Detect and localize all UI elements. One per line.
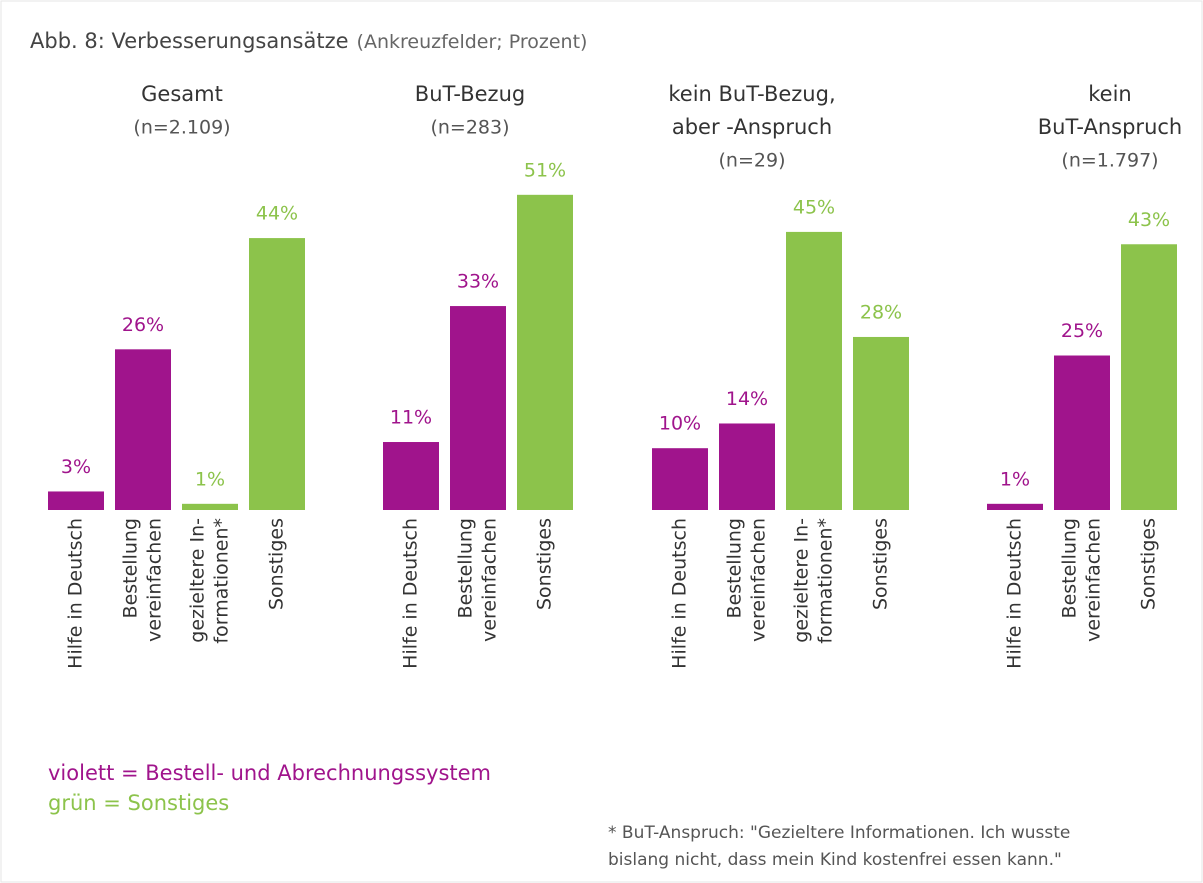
value-label: 11% xyxy=(390,407,432,429)
category-label: Bestellung xyxy=(120,518,142,618)
panel-title: Gesamt xyxy=(141,82,223,106)
value-label: 26% xyxy=(122,314,164,336)
panel-subtitle: (n=1.797) xyxy=(1061,150,1158,172)
bar xyxy=(719,423,775,510)
value-label: 10% xyxy=(659,413,701,435)
panel-subtitle: (n=29) xyxy=(719,150,786,172)
category-label: vereinfachen xyxy=(479,518,501,642)
value-label: 1% xyxy=(195,468,225,490)
value-label: 44% xyxy=(256,203,298,225)
category-label: vereinfachen xyxy=(748,518,770,642)
category-label: gezieltere In- xyxy=(791,518,813,643)
panel-title: kein BuT-Bezug, xyxy=(668,82,835,106)
value-label: 43% xyxy=(1128,209,1170,231)
category-label: Bestellung xyxy=(455,518,477,618)
category-label: Bestellung xyxy=(1059,518,1081,618)
category-label: formationen* xyxy=(211,518,233,644)
value-label: 33% xyxy=(457,271,499,293)
category-label: vereinfachen xyxy=(144,518,166,642)
category-label: Sonstiges xyxy=(534,518,556,610)
panel-subtitle: (n=283) xyxy=(430,117,509,139)
panel-title: kein xyxy=(1088,82,1131,106)
category-label: formationen* xyxy=(815,518,837,644)
value-label: 14% xyxy=(726,388,768,410)
bar xyxy=(249,238,305,510)
category-label: Sonstiges xyxy=(870,518,892,610)
legend-entry: grün = Sonstiges xyxy=(48,791,229,815)
footnote: * BuT-Anspruch: "Gezieltere Informatione… xyxy=(608,823,1070,843)
figure-title: Abb. 8: Verbesserungsansätze (Ankreuzfeld… xyxy=(30,29,587,53)
value-label: 28% xyxy=(860,301,902,323)
category-label: gezieltere In- xyxy=(187,518,209,643)
bar xyxy=(652,448,708,510)
value-label: 51% xyxy=(524,159,566,181)
value-label: 25% xyxy=(1061,320,1103,342)
bar xyxy=(182,503,238,510)
category-label: Hilfe in Deutsch xyxy=(65,518,87,669)
category-label: Hilfe in Deutsch xyxy=(669,518,691,669)
legend-entry: violett = Bestell- und Abrechnungssystem xyxy=(48,761,491,785)
bar xyxy=(1054,355,1110,510)
bar xyxy=(450,306,506,510)
category-label: Bestellung xyxy=(724,518,746,618)
panel-subtitle: (n=2.109) xyxy=(133,117,230,139)
panel-title: BuT-Anspruch xyxy=(1038,115,1182,139)
category-label: vereinfachen xyxy=(1083,518,1105,642)
bar xyxy=(987,503,1043,510)
bar xyxy=(48,491,104,510)
bar xyxy=(786,231,842,510)
category-label: Sonstiges xyxy=(266,518,288,610)
panel-title: BuT-Bezug xyxy=(415,82,525,106)
bar xyxy=(383,442,439,510)
bar xyxy=(853,336,909,510)
category-label: Hilfe in Deutsch xyxy=(1004,518,1026,669)
title-note: (Ankreuzfelder; Prozent) xyxy=(357,31,588,53)
value-label: 3% xyxy=(61,456,91,478)
category-label: Hilfe in Deutsch xyxy=(400,518,422,669)
bar xyxy=(115,349,171,510)
category-label: Sonstiges xyxy=(1138,518,1160,610)
bar xyxy=(1121,244,1177,510)
value-label: 1% xyxy=(1000,468,1030,490)
panel-title: aber -Anspruch xyxy=(672,115,832,139)
footnote: bislang nicht, dass mein Kind kostenfrei… xyxy=(608,850,1062,870)
value-label: 45% xyxy=(793,196,835,218)
bar xyxy=(517,194,573,510)
title-main: Abb. 8: Verbesserungsansätze xyxy=(30,29,349,53)
